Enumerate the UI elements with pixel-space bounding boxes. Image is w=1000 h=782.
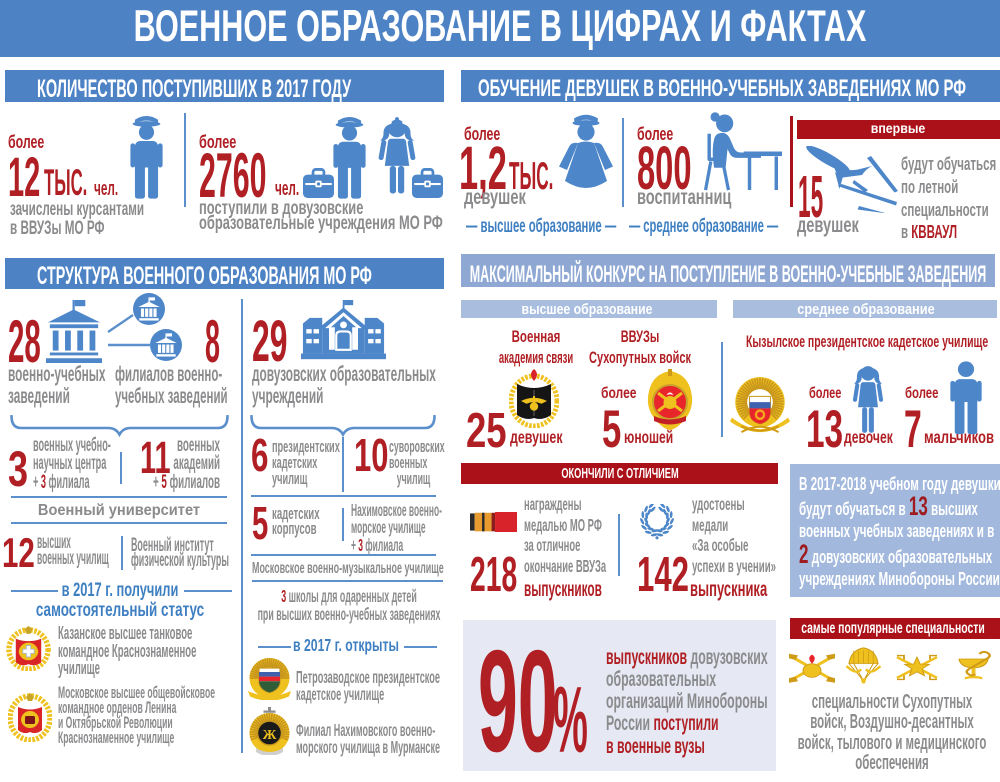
svg-text:Ж: Ж	[263, 728, 277, 743]
